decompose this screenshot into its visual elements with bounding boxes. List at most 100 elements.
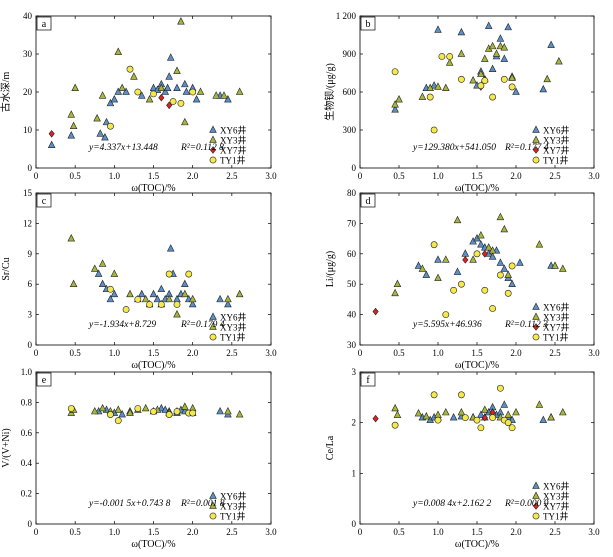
- data-point: [173, 310, 181, 318]
- data-point: [126, 65, 134, 73]
- data-point: [67, 131, 76, 139]
- data-point: [161, 405, 170, 413]
- data-point: [102, 117, 111, 126]
- data-point: [539, 84, 548, 93]
- legend-label: XY3井: [220, 135, 247, 146]
- legend-marker: [532, 125, 540, 133]
- data-point: [106, 294, 115, 303]
- data-point: [422, 270, 431, 278]
- data-point: [469, 255, 477, 263]
- x-tick-label: 1.0: [432, 171, 444, 181]
- y-axis-label: Sr/Cu: [1, 257, 12, 280]
- data-point: [496, 41, 505, 50]
- data-point: [484, 243, 493, 251]
- data-point: [122, 306, 130, 313]
- data-point: [492, 49, 501, 57]
- y-axis-label: Li/(μg/g): [325, 251, 336, 287]
- x-tick-label: 1.5: [148, 527, 160, 537]
- data-point: [484, 21, 493, 29]
- data-point: [477, 240, 485, 248]
- data-point: [555, 57, 563, 65]
- y-tick-label: 300: [343, 125, 357, 135]
- data-point: [181, 402, 189, 410]
- data-point: [173, 66, 181, 74]
- x-tick-label: 3.0: [588, 527, 600, 537]
- data-point: [90, 406, 99, 415]
- data-point: [118, 83, 126, 91]
- x-tick-label: 2.5: [549, 527, 561, 537]
- y-tick-label: 3: [352, 367, 357, 377]
- data-point: [98, 259, 107, 267]
- data-point: [508, 262, 516, 270]
- data-point: [110, 289, 119, 298]
- data-point: [393, 279, 402, 287]
- data-point: [372, 414, 379, 423]
- x-tick-label: 2.0: [510, 527, 522, 537]
- legend-marker: [532, 481, 540, 489]
- legend-label: TY1井: [220, 511, 246, 522]
- data-point: [414, 408, 423, 417]
- data-point: [516, 258, 524, 266]
- y-tick-label: 15: [23, 188, 33, 198]
- data-point: [559, 407, 567, 416]
- data-point: [551, 261, 559, 269]
- data-point: [500, 400, 509, 408]
- data-point: [496, 258, 505, 266]
- panel-e: 0 0.5 1.0 1.5 2.0 2.5 3.0 0 0.2 0.4 0.6 0.8 1.0 ω(TOC…: [1, 367, 277, 550]
- data-point: [414, 261, 423, 269]
- data-point: [481, 54, 489, 62]
- data-point: [114, 47, 123, 55]
- panel-f: 0 0.5 1.0 1.5 2.0 2.5 3.0 0 1 2 3 ω(TOC)/% Ce/La f XY6…: [325, 367, 600, 550]
- x-tick-label: 0.5: [70, 527, 82, 537]
- x-tick-label: 2.5: [226, 171, 238, 181]
- x-tick-label: 2.5: [549, 348, 561, 358]
- data-point: [107, 122, 114, 130]
- data-point: [434, 410, 442, 418]
- x-tick-label: 1.0: [109, 527, 121, 537]
- y-axis-label: 生物钡/(μg/g): [323, 63, 336, 121]
- data-point: [157, 284, 166, 293]
- data-point: [477, 69, 485, 78]
- legend-label: XY3井: [543, 312, 570, 323]
- panel-label-box: [36, 16, 52, 31]
- data-point: [473, 416, 481, 424]
- data-point: [224, 299, 232, 308]
- y-tick-label: 80: [347, 188, 357, 198]
- y-tick-label: 900: [343, 49, 357, 59]
- data-point: [181, 79, 189, 88]
- y-tick-label: 40: [347, 310, 357, 320]
- regression-equation: y=-0.001 5x+0.743 8: [88, 499, 171, 509]
- data-point: [216, 294, 224, 303]
- panel-label: d: [366, 196, 371, 207]
- x-tick-label: 2.5: [226, 348, 238, 358]
- data-point: [504, 22, 512, 31]
- data-point: [535, 400, 544, 408]
- data-point: [130, 72, 138, 80]
- data-point: [426, 83, 434, 91]
- regression-equation: y=-1.934x+8.729: [88, 320, 156, 330]
- data-point: [165, 270, 173, 278]
- y-tick-label: 0.6: [21, 428, 33, 438]
- legend-label: XY6井: [220, 491, 247, 502]
- data-point: [157, 301, 165, 308]
- x-tick-label: 3.0: [588, 171, 600, 181]
- data-point: [165, 411, 173, 418]
- y-tick-label: 0: [352, 519, 357, 529]
- data-point: [504, 270, 512, 278]
- x-tick-label: 1.5: [471, 527, 483, 537]
- data-point: [391, 105, 399, 113]
- x-tick-label: 0.5: [70, 171, 82, 181]
- data-point: [71, 83, 79, 91]
- data-point: [426, 93, 434, 101]
- data-point: [188, 294, 197, 303]
- data-point: [473, 250, 481, 258]
- data-point: [453, 215, 462, 224]
- panel-label-box: [360, 372, 376, 387]
- x-tick-label: 1.5: [148, 171, 160, 181]
- legend-label: XY3井: [220, 501, 247, 512]
- data-point: [481, 250, 488, 258]
- x-tick-label: 3.0: [588, 348, 600, 358]
- data-point: [547, 413, 555, 421]
- legend-label: XY3井: [543, 491, 570, 502]
- x-tick-label: 2.0: [510, 348, 522, 358]
